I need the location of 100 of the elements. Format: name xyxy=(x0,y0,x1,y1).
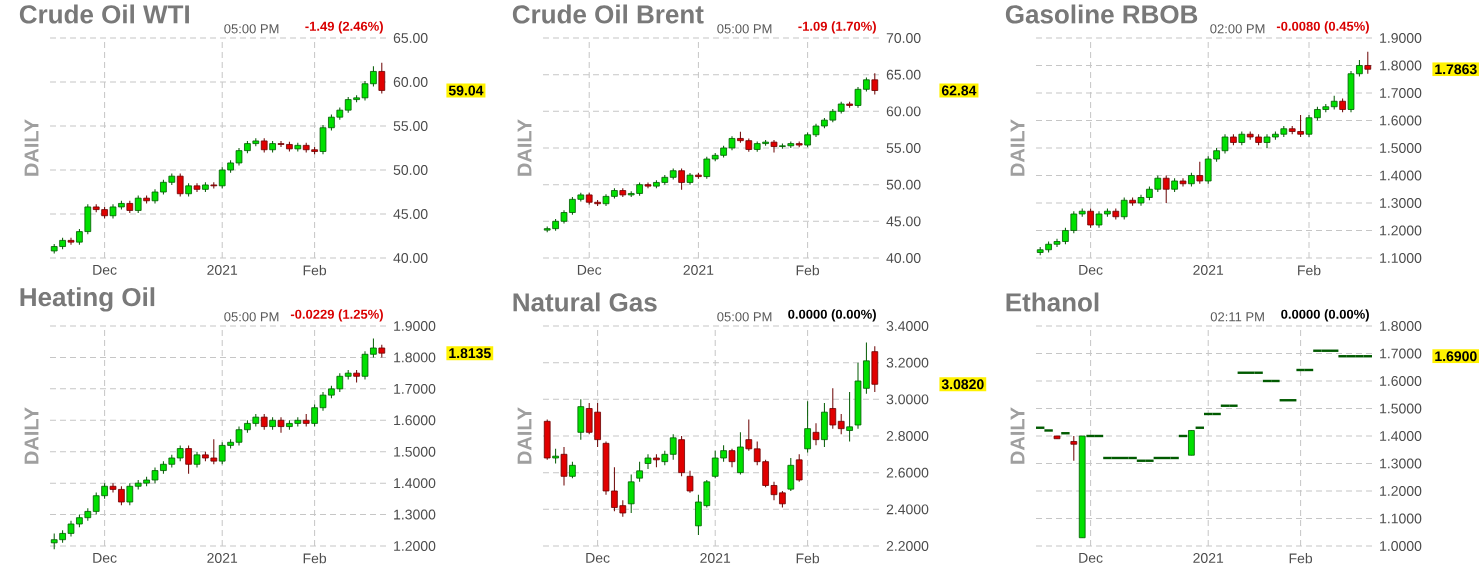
candlestick xyxy=(644,181,652,189)
chart-title: Gasoline RBOB xyxy=(1005,4,1198,24)
candlestick xyxy=(560,446,568,486)
candlestick xyxy=(812,422,820,446)
y-tick-label: 45.00 xyxy=(886,216,921,227)
candlestick xyxy=(871,72,879,95)
candlestick xyxy=(1179,177,1187,187)
candlestick xyxy=(728,448,736,468)
y-tick-label: 1.2000 xyxy=(394,541,436,551)
x-tick-label: Dec xyxy=(93,265,117,275)
x-tick-label: Feb xyxy=(796,265,820,276)
y-tick-label: 1.0000 xyxy=(1380,541,1422,551)
candlestick xyxy=(745,418,753,452)
text: 0.0000 (0.00%) xyxy=(1281,309,1369,322)
candlestick xyxy=(176,173,184,197)
candlestick xyxy=(804,400,811,453)
candlestick xyxy=(787,457,795,492)
y-tick-label: 2.4000 xyxy=(886,504,929,515)
candlestick xyxy=(678,168,685,191)
x-tick-label: Dec xyxy=(586,553,610,563)
candlestick xyxy=(669,433,677,461)
candlestick xyxy=(1162,174,1170,204)
text: -1.49 (2.46%) xyxy=(305,21,383,34)
x-tick-label: Dec xyxy=(1079,553,1103,563)
x-tick-label: Dec xyxy=(1079,265,1103,275)
x-tick-label: Feb xyxy=(1289,553,1313,564)
y-axis-title: DAILY xyxy=(517,407,532,464)
candlestick xyxy=(1087,207,1094,229)
y-tick-label: 1.9000 xyxy=(1380,33,1422,43)
y-tick-label: 1.7000 xyxy=(394,383,436,394)
y-tick-label: 1.4000 xyxy=(394,478,436,489)
x-tick-label: 2021 xyxy=(207,553,238,563)
candlestick xyxy=(644,453,652,470)
candlestick xyxy=(837,413,845,435)
text: 05:00 PM xyxy=(224,312,279,322)
x-tick-label: Feb xyxy=(303,265,327,276)
y-tick-label: 3.2000 xyxy=(886,357,929,368)
candlestick xyxy=(1196,161,1204,185)
text: -0.0080 (0.45%) xyxy=(1276,21,1369,34)
x-tick-label: 2021 xyxy=(207,265,238,275)
y-tick-label: 1.5000 xyxy=(1380,403,1422,414)
y-tick-label: 45.00 xyxy=(393,209,428,219)
candlestick xyxy=(1364,51,1372,75)
y-axis-title: DAILY xyxy=(24,119,39,176)
y-tick-label: 2.8000 xyxy=(886,431,929,441)
text: 3.0820 xyxy=(941,379,984,390)
x-tick-label: Feb xyxy=(796,553,820,564)
x-tick-label: 2021 xyxy=(1193,265,1224,275)
x-tick-label: 2021 xyxy=(683,265,714,275)
text: 1.6900 xyxy=(1435,351,1477,362)
y-tick-label: 1.1000 xyxy=(1380,513,1422,524)
candlestick xyxy=(378,62,386,94)
x-tick-label: Feb xyxy=(303,553,327,564)
y-tick-label: 1.5000 xyxy=(394,446,436,457)
x-tick-label: 2021 xyxy=(1193,553,1224,563)
x-tick-label: Dec xyxy=(93,553,117,563)
y-tick-label: 65.00 xyxy=(393,33,428,43)
y-axis-title: DAILY xyxy=(517,119,532,176)
text: 05:00 PM xyxy=(717,24,772,34)
chart-title: Ethanol xyxy=(1006,292,1099,312)
candlestick xyxy=(277,416,285,434)
text: 05:00 PM xyxy=(224,24,279,34)
y-tick-label: 1.7000 xyxy=(1380,88,1422,98)
candlestick xyxy=(829,387,837,430)
chart-title: Crude Oil Brent xyxy=(512,4,704,24)
text: 0.0000 (0.00%) xyxy=(788,309,876,322)
chart-title: Natural Gas xyxy=(513,292,657,312)
y-tick-label: 1.4000 xyxy=(1380,431,1422,441)
y-tick-label: 55.00 xyxy=(393,121,428,131)
candlestick xyxy=(185,444,192,475)
text: 1.7863 xyxy=(1435,64,1477,75)
y-tick-label: 50.00 xyxy=(393,165,428,175)
text: 05:00 PM xyxy=(717,312,772,322)
y-tick-label: 1.3000 xyxy=(1380,198,1422,208)
candlestick xyxy=(703,156,711,180)
y-tick-label: 1.8000 xyxy=(1380,321,1422,331)
y-tick-label: 70.00 xyxy=(886,33,921,43)
text: -1.09 (1.70%) xyxy=(798,21,876,34)
chart-title: Heating Oil xyxy=(20,287,155,312)
candlestick xyxy=(627,473,635,514)
candlestick xyxy=(636,461,643,483)
y-axis-title: DAILY xyxy=(1010,407,1025,464)
candlestick xyxy=(67,237,75,246)
y-tick-label: 1.7000 xyxy=(1380,348,1422,359)
y-tick-label: 55.00 xyxy=(886,143,921,153)
y-tick-label: 3.0000 xyxy=(886,394,929,405)
text: 1.8135 xyxy=(449,348,491,359)
text: 59.04 xyxy=(448,85,484,96)
x-tick-label: Feb xyxy=(1298,265,1321,276)
y-tick-label: 1.8000 xyxy=(394,352,436,363)
y-axis-title: DAILY xyxy=(24,407,39,464)
candlestick xyxy=(686,470,694,494)
y-tick-label: 1.1000 xyxy=(1380,253,1422,263)
y-tick-label: 2.2000 xyxy=(886,541,929,551)
candlestick xyxy=(795,453,803,483)
y-tick-label: 2.6000 xyxy=(886,467,929,478)
y-tick-label: 50.00 xyxy=(886,179,921,190)
candlestick xyxy=(1120,196,1128,220)
y-tick-label: 1.3000 xyxy=(394,509,436,520)
y-tick-label: 1.6000 xyxy=(1380,376,1422,386)
